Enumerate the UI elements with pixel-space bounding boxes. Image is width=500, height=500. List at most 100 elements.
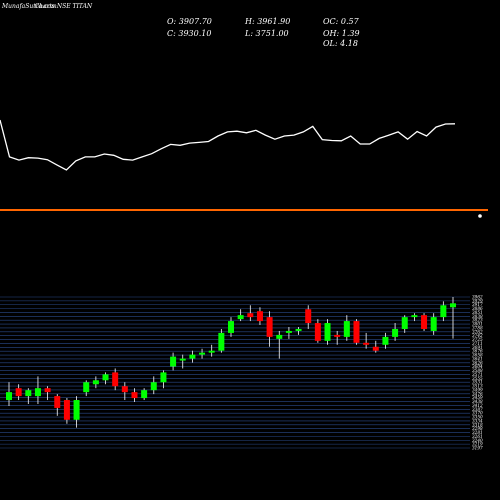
y-tick-label: 3318 <box>472 422 483 427</box>
y-tick-label: 3801 <box>472 322 483 327</box>
bullish-candle <box>401 317 408 329</box>
price-line <box>0 119 456 171</box>
bearish-candle <box>363 342 370 345</box>
bullish-candle <box>285 330 292 333</box>
y-tick-label: 3459 <box>472 395 483 400</box>
y-tick-label: 3604 <box>472 364 483 369</box>
line-end-marker <box>478 214 482 218</box>
bullish-candle <box>411 315 418 318</box>
bullish-candle <box>276 334 283 339</box>
y-tick-label: 3261 <box>472 434 483 439</box>
y-tick-label: 3438 <box>472 399 483 404</box>
bearish-candle <box>353 321 360 343</box>
y-tick-label: 3555 <box>472 376 483 381</box>
bearish-candle <box>54 396 61 408</box>
y-tick-label: 3281 <box>472 430 483 435</box>
bullish-candle <box>141 390 148 399</box>
candle-grid <box>0 296 470 449</box>
y-tick-label: 3691 <box>472 345 483 350</box>
low-value: L: 3751.00 <box>245 29 289 38</box>
bullish-candle <box>430 317 437 331</box>
y-tick-label: 3886 <box>472 306 483 311</box>
bullish-candle <box>170 356 177 367</box>
bullish-candle <box>199 352 206 355</box>
y-tick-label: 3387 <box>472 407 483 412</box>
price-line-panel <box>0 119 456 171</box>
bearish-candle <box>372 346 379 351</box>
bearish-candle <box>266 317 273 337</box>
y-tick-label: 3588 <box>472 368 483 373</box>
y-tick-label: 3917 <box>472 302 483 307</box>
y-tick-label: 3350 <box>472 415 483 420</box>
bullish-candle <box>237 315 244 320</box>
bullish-candle <box>34 388 41 397</box>
bearish-candle <box>314 323 321 341</box>
bullish-candle <box>83 382 90 393</box>
bearish-candle <box>121 386 128 393</box>
y-tick-label: 3197 <box>472 446 483 451</box>
bullish-candle <box>324 323 331 341</box>
y-tick-label: 3851 <box>472 310 483 315</box>
y-tick-label: 3742 <box>472 333 483 338</box>
bullish-candle <box>179 358 186 361</box>
oh-value: OH: 1.39 <box>323 29 360 38</box>
y-tick-label: 3370 <box>472 411 483 416</box>
bullish-candle <box>6 392 12 401</box>
chart-title: Charts NSE TITAN <box>34 3 93 10</box>
high-value: H: 3961.90 <box>245 17 291 26</box>
bearish-candle <box>247 313 254 318</box>
y-tick-label: 3641 <box>472 356 483 361</box>
bearish-candle <box>421 315 428 329</box>
y-tick-label: 3838 <box>472 314 483 319</box>
brand-title-row: MunafaSutra.com Charts NSE TITAN <box>2 3 92 10</box>
y-tick-label: 3531 <box>472 380 483 385</box>
oc-value: OC: 0.57 <box>323 17 359 26</box>
y-tick-label: 3298 <box>472 426 483 431</box>
bullish-candle <box>73 400 80 420</box>
y-tick-label: 3823 <box>472 318 483 323</box>
bullish-candle <box>450 303 456 308</box>
y-tick-label: 3571 <box>472 372 483 377</box>
bullish-candle <box>382 336 389 345</box>
bearish-candle <box>112 372 119 387</box>
bullish-candle <box>92 380 99 385</box>
bullish-candle <box>160 372 167 383</box>
y-tick-label: 3788 <box>472 325 483 330</box>
y-axis-labels: 3962392939173886385138383823380137883762… <box>472 295 483 451</box>
y-tick-label: 3219 <box>472 442 483 447</box>
bullish-candle <box>208 350 215 353</box>
bearish-candle <box>305 309 312 324</box>
bearish-candle <box>44 388 51 393</box>
y-tick-label: 3929 <box>472 298 483 303</box>
brand-name: MunafaSutra.com <box>2 3 57 10</box>
y-tick-label: 3658 <box>472 353 483 358</box>
y-tick-label: 3476 <box>472 391 483 396</box>
bearish-candle <box>334 334 341 337</box>
bullish-candle <box>228 321 234 333</box>
y-tick-label: 3711 <box>472 341 483 346</box>
bullish-candle <box>295 328 302 331</box>
bullish-candle <box>343 321 350 337</box>
candlestick-panel <box>6 297 456 428</box>
bullish-candle <box>189 354 196 359</box>
bullish-candle <box>218 332 225 351</box>
y-tick-label: 3240 <box>472 438 483 443</box>
bullish-candle <box>150 382 157 391</box>
y-tick-label: 3626 <box>472 360 483 365</box>
y-tick-label: 3499 <box>472 387 483 392</box>
y-tick-label: 3513 <box>472 384 483 389</box>
bearish-candle <box>63 400 70 420</box>
bearish-candle <box>15 388 22 397</box>
bearish-candle <box>131 392 138 399</box>
bullish-candle <box>392 328 399 337</box>
y-tick-label: 3412 <box>472 403 483 408</box>
y-tick-label: 3676 <box>472 349 483 354</box>
y-tick-label: 3762 <box>472 329 483 334</box>
y-tick-label: 3725 <box>472 337 483 342</box>
y-tick-label: 3334 <box>472 418 483 423</box>
close-value: C: 3930.10 <box>167 29 212 38</box>
bearish-candle <box>256 311 263 322</box>
bullish-candle <box>25 390 32 397</box>
